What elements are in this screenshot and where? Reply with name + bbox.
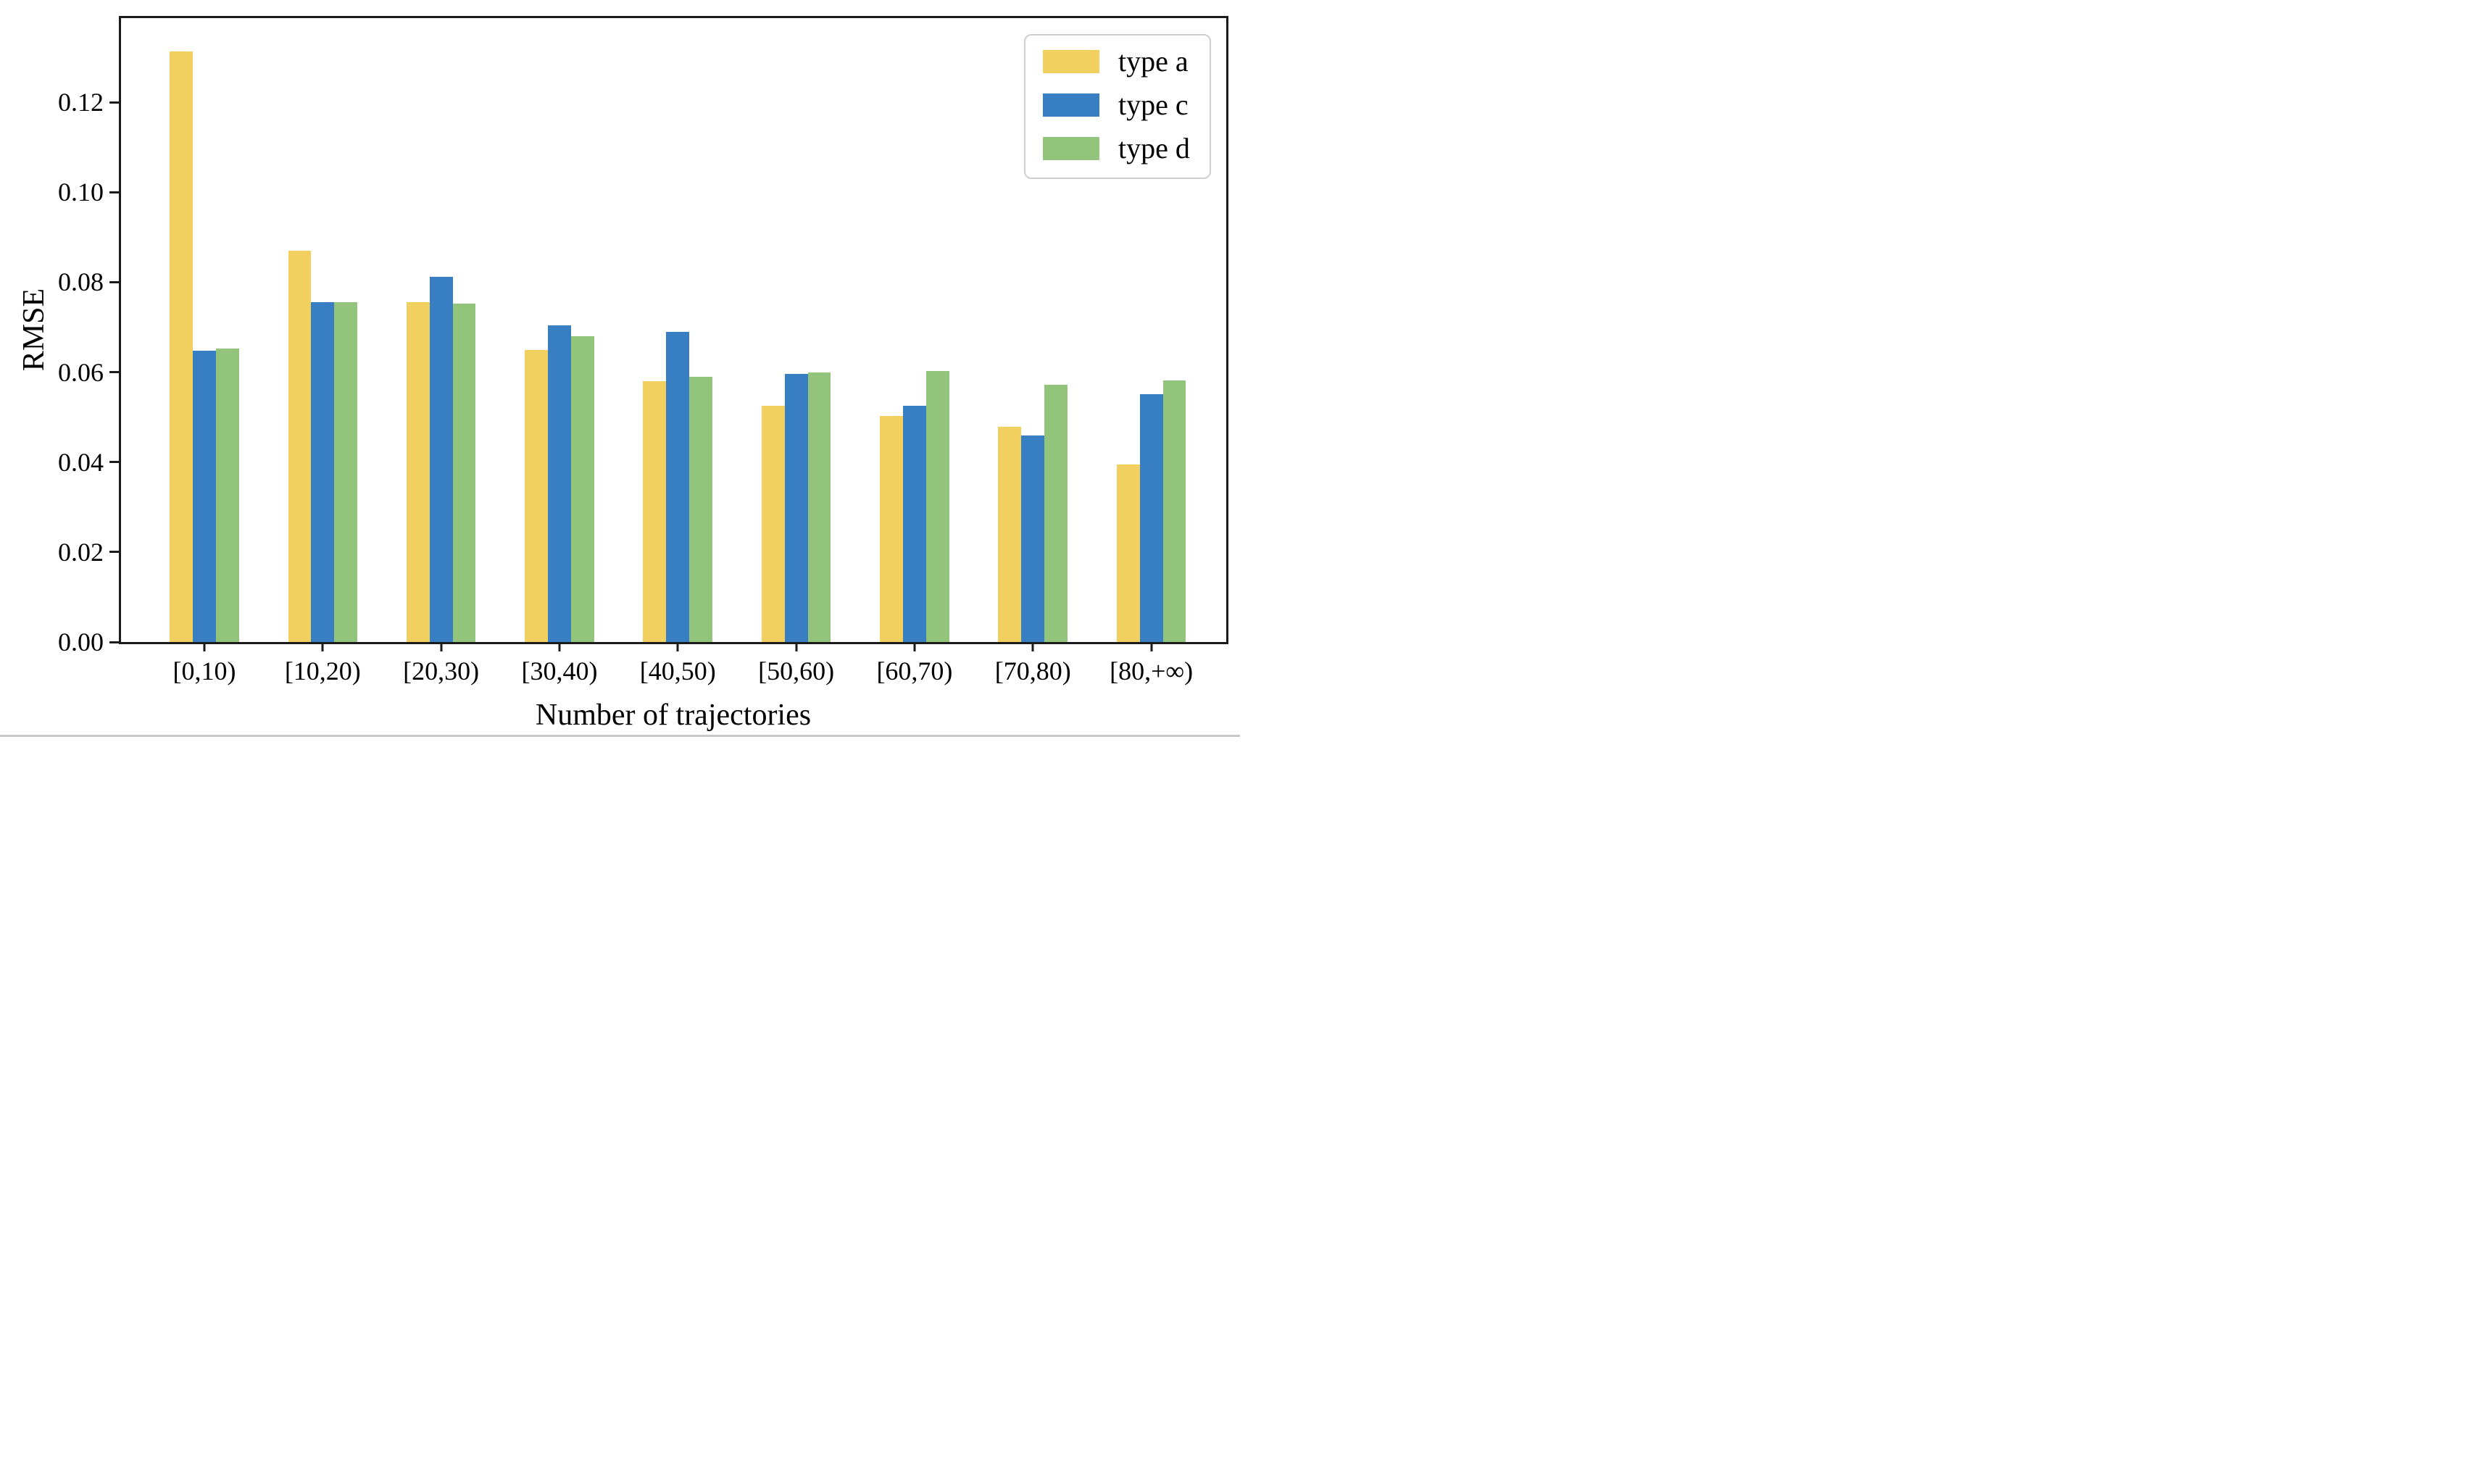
y-tick-label: 0.02 bbox=[58, 537, 104, 567]
bar-type-d-8 bbox=[1162, 380, 1186, 642]
x-tick bbox=[795, 642, 798, 651]
x-tick bbox=[676, 642, 679, 651]
x-tick bbox=[440, 642, 443, 651]
y-tick-label: 0.04 bbox=[58, 447, 104, 477]
bar-type-a-7 bbox=[998, 426, 1022, 642]
bar-type-c-7 bbox=[1021, 435, 1045, 642]
y-tick-label: 0.08 bbox=[58, 267, 104, 297]
y-tick bbox=[109, 101, 121, 104]
legend-label-type-c: type c bbox=[1118, 88, 1189, 121]
x-tick bbox=[558, 642, 561, 651]
page-bottom-divider bbox=[0, 735, 1240, 737]
y-tick bbox=[109, 461, 121, 464]
legend-swatch-type-c bbox=[1043, 93, 1099, 117]
bar-type-d-2 bbox=[452, 304, 476, 642]
y-tick-label: 0.06 bbox=[58, 357, 104, 387]
y-tick bbox=[109, 641, 121, 643]
x-tick bbox=[1150, 642, 1153, 651]
bar-type-a-3 bbox=[525, 349, 549, 642]
y-tick bbox=[109, 191, 121, 193]
x-tick-label: [20,30) bbox=[403, 656, 480, 685]
legend-label-type-d: type d bbox=[1118, 132, 1190, 164]
x-tick bbox=[1031, 642, 1034, 651]
bar-type-c-8 bbox=[1139, 393, 1163, 642]
legend-item-type-d: type d bbox=[1043, 134, 1210, 163]
bar-type-c-3 bbox=[548, 325, 571, 642]
bar-type-c-4 bbox=[666, 331, 690, 642]
x-tick-label: [70,80) bbox=[994, 656, 1071, 685]
x-tick bbox=[321, 642, 324, 651]
plot-area: 0.00 0.02 0.04 0.06 0.08 0.10 0.12 [0,10) [10,2… bbox=[58, 16, 1228, 684]
y-tick-label: 0.00 bbox=[58, 628, 104, 656]
bar-type-d-5 bbox=[807, 372, 831, 642]
bar-type-d-6 bbox=[925, 370, 949, 642]
bar-type-d-3 bbox=[570, 335, 594, 642]
bar-type-c-2 bbox=[429, 276, 453, 642]
y-tick bbox=[109, 551, 121, 554]
bar-type-c-5 bbox=[784, 374, 808, 642]
bar-type-c-6 bbox=[903, 406, 926, 642]
legend-item-type-c: type c bbox=[1043, 91, 1210, 120]
y-axis-title: RMSE bbox=[17, 288, 51, 372]
y-tick-label: 0.10 bbox=[58, 178, 104, 207]
x-tick-label: [30,40) bbox=[521, 656, 598, 685]
bar-type-a-4 bbox=[643, 380, 667, 642]
bar-type-d-1 bbox=[334, 301, 358, 642]
x-tick-label: [80,+∞) bbox=[1110, 656, 1194, 685]
bar-type-a-0 bbox=[170, 51, 194, 642]
bar-type-d-0 bbox=[215, 349, 239, 642]
x-tick-label: [40,50) bbox=[639, 656, 716, 685]
bar-type-a-6 bbox=[880, 415, 903, 642]
x-tick bbox=[203, 642, 206, 651]
bar-type-d-4 bbox=[689, 376, 713, 642]
x-tick-label: [10,20) bbox=[284, 656, 361, 685]
bar-type-c-0 bbox=[193, 350, 216, 642]
bar-type-d-7 bbox=[1044, 384, 1068, 642]
bar-type-c-1 bbox=[311, 301, 335, 642]
bar-type-a-1 bbox=[288, 250, 312, 642]
y-tick bbox=[109, 371, 121, 374]
legend-item-type-a: type a bbox=[1043, 47, 1210, 76]
x-axis-title: Number of trajectories bbox=[535, 699, 812, 732]
bar-type-a-5 bbox=[761, 406, 785, 642]
legend-label-type-a: type a bbox=[1118, 45, 1189, 78]
x-tick-label: [60,70) bbox=[876, 656, 953, 685]
x-tick bbox=[913, 642, 916, 651]
y-tick-label: 0.12 bbox=[58, 88, 104, 117]
y-tick bbox=[109, 280, 121, 283]
figure: 0.00 0.02 0.04 0.06 0.08 0.10 0.12 [0,10) [10,2… bbox=[0, 0, 1240, 742]
x-tick-label: [0,10) bbox=[172, 656, 236, 685]
bar-type-a-8 bbox=[1116, 464, 1140, 642]
legend-swatch-type-d bbox=[1043, 137, 1099, 160]
legend: type a type c type d bbox=[1024, 34, 1211, 179]
legend-swatch-type-a bbox=[1043, 50, 1099, 73]
bar-type-a-2 bbox=[406, 302, 430, 642]
x-tick-label: [50,60) bbox=[758, 656, 835, 685]
